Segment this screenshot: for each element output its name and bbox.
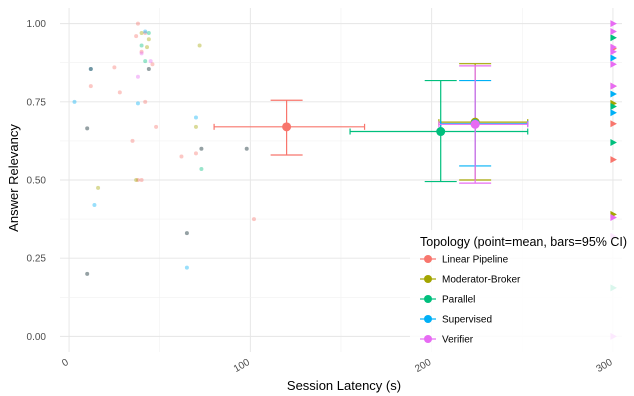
y-axis-title: Answer Relevancy: [6, 124, 21, 232]
data-point: [72, 99, 77, 104]
data-point: [139, 43, 144, 48]
timeout-marker: [610, 138, 617, 146]
data-point: [146, 37, 151, 42]
data-point: [154, 124, 159, 129]
data-point: [199, 146, 204, 151]
data-point: [145, 45, 150, 50]
timeout-marker: [610, 109, 617, 117]
timeout-marker: [610, 82, 617, 90]
timeout-marker: [610, 20, 617, 28]
legend-item-label: Parallel: [442, 295, 475, 306]
data-point: [117, 90, 122, 95]
data-point: [92, 203, 97, 208]
legend: Topology (point=mean, bars=95% CI) Linea…: [410, 230, 632, 352]
timeout-marker: [610, 60, 617, 68]
y-tick-label: 0.75: [27, 97, 47, 108]
legend-item-label: Verifier: [442, 335, 474, 346]
data-point: [184, 265, 189, 270]
timeout-marker: [610, 214, 617, 222]
timeout-marker: [610, 120, 617, 128]
y-tick-label: 1.00: [27, 19, 47, 30]
data-point: [143, 29, 148, 34]
timeout-marker: [610, 48, 617, 56]
legend-key-dot: [424, 295, 432, 303]
data-point: [139, 51, 144, 56]
data-point: [199, 167, 204, 172]
x-axis-title: Session Latency (s): [287, 378, 401, 393]
data-point: [197, 43, 202, 48]
legend-background: [410, 230, 632, 352]
data-point: [146, 66, 151, 71]
data-point: [179, 154, 184, 159]
data-point: [135, 101, 140, 106]
data-point: [146, 31, 151, 36]
y-axis-ticks: 0.00 0.25 0.50 0.75 1.00: [27, 19, 47, 343]
timeout-marker: [610, 43, 617, 51]
legend-key-dot: [424, 275, 432, 283]
y-tick-label: 0.00: [27, 332, 47, 343]
legend-key-dot: [424, 315, 432, 323]
data-point: [148, 59, 153, 64]
data-point: [143, 99, 148, 104]
data-point: [85, 271, 90, 276]
mean-points: [282, 117, 480, 137]
data-point: [96, 185, 101, 190]
data-point: [135, 21, 140, 26]
timeout-marker: [610, 103, 617, 111]
data-point: [150, 62, 155, 67]
timeout-marker: [610, 90, 617, 98]
mean-point: [470, 119, 480, 129]
data-point: [112, 65, 117, 70]
mean-point: [282, 122, 292, 132]
data-point: [244, 146, 249, 151]
data-point: [135, 178, 140, 182]
data-point: [130, 138, 135, 143]
data-point: [88, 66, 93, 71]
data-point: [193, 124, 198, 129]
data-point: [139, 49, 144, 54]
legend-item-label: Supervised: [442, 315, 492, 326]
mean-point: [436, 127, 446, 137]
data-point: [251, 217, 256, 222]
data-point: [143, 31, 148, 36]
raw-points: [72, 21, 256, 276]
legend-title: Topology (point=mean, bars=95% CI): [420, 235, 627, 249]
gridlines: [60, 8, 622, 352]
data-point: [85, 126, 90, 131]
legend-key-dot: [424, 255, 432, 263]
data-point: [193, 151, 198, 156]
data-point: [193, 115, 198, 120]
data-point: [135, 74, 140, 79]
data-point: [139, 178, 144, 182]
legend-item-label: Moderator-Broker: [442, 275, 521, 286]
legend-item-label: Linear Pipeline: [442, 255, 509, 266]
data-point: [139, 31, 144, 36]
timeout-marker: [610, 54, 617, 62]
timeout-marker: [610, 34, 617, 42]
data-point: [88, 84, 93, 89]
data-point: [134, 34, 139, 39]
timeout-markers: [610, 20, 617, 340]
data-point: [184, 231, 189, 236]
legend-key-dot: [424, 335, 432, 343]
data-point: [143, 59, 148, 64]
y-tick-label: 0.50: [27, 176, 47, 187]
timeout-marker: [610, 156, 617, 164]
timeout-marker: [610, 27, 617, 35]
y-tick-label: 0.25: [27, 254, 47, 265]
x-tick-label: 0: [60, 357, 71, 370]
data-point: [134, 178, 139, 182]
